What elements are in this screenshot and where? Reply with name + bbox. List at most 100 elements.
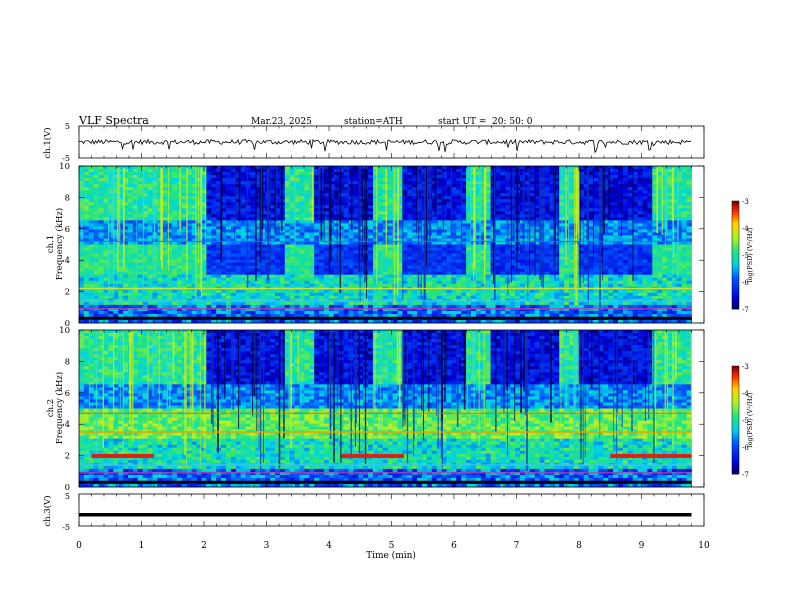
spectrogram-cell [211,175,217,179]
spectrogram-cell [211,268,217,273]
spectrogram-cell [436,187,442,191]
spectrogram-cell [206,241,212,245]
spectrogram-cell [480,199,487,203]
spectrogram-cell [240,259,246,264]
spectrogram-cell [108,181,114,185]
spectrogram-cell [446,304,452,309]
spectrogram-cell [426,304,433,309]
spectrogram-cell [485,190,491,194]
spectrogram-cell [529,280,536,285]
spectrogram-cell [216,307,222,312]
spectrogram-cell [358,313,364,318]
spectrogram-cell [338,220,344,224]
spectrogram-cell [431,202,438,206]
spectrogram-cell [480,190,487,194]
spectrogram-cell [103,175,109,179]
spectrogram-cell [412,172,418,176]
spectrogram-cell [103,229,109,233]
spectrogram-cell [353,250,359,254]
spectrogram-cell [441,259,447,264]
spectrogram-cell [245,178,251,182]
spectrogram-cell [98,208,104,212]
spectrogram-cell [162,250,168,254]
spectrogram-cell [358,274,364,279]
spectrogram-cell [343,247,349,251]
spectrogram-cell [186,241,193,245]
spectrogram-cell [495,283,501,288]
spectrogram-cell [338,289,344,294]
spectrogram-cell [314,259,320,264]
spectrogram-cell [284,193,291,197]
spectrogram-cell [475,202,482,206]
spectrogram-cell [534,190,540,194]
spectrogram-cell [230,199,237,203]
spectrogram-cell [397,214,403,218]
spectrogram-cell [304,211,310,215]
spectrogram-cell [93,196,99,200]
spectrogram-cell [446,205,452,209]
spectrogram-cell [216,214,222,218]
spectrogram-cell [137,187,144,191]
spectrogram-cell [260,247,266,251]
spectrogram-cell [358,301,364,306]
spectrogram-cell [230,277,237,282]
spectrogram-cell [534,253,540,257]
spectrogram-cell [88,217,95,221]
spectrogram-cell [309,310,315,315]
spectrogram-cell [221,217,227,221]
spectrogram-cell [368,253,374,257]
spectrogram-cell [387,253,393,257]
spectrogram-cell [157,211,163,215]
spectrogram-cell [245,223,251,227]
spectrogram-cell [461,274,467,279]
spectrogram-cell [137,202,144,206]
spectrogram-cell [162,172,168,176]
spectrogram-cell [505,166,511,170]
spectrogram-cell [221,301,227,306]
spectrogram-cell [451,274,457,279]
spectrogram-cell [240,175,246,179]
spectrogram-cell [157,223,163,227]
spectrogram-cell [304,295,310,300]
spectrogram-cell [147,277,153,282]
spectrogram-cell [397,277,403,282]
spectrogram-cell [226,313,232,318]
spectrogram-cell [167,319,173,324]
spectrogram-cell [289,301,295,306]
spectrogram-cell [103,211,109,215]
spectrogram-cell [529,229,536,233]
spectrogram-cell [270,178,276,182]
spectrogram-cell [108,187,114,191]
spectrogram-cell [480,253,487,257]
spectrogram-cell [343,175,349,179]
spectrogram-cell [412,256,418,260]
spectrogram-cell [245,274,251,279]
spectrogram-cell [157,172,163,176]
spectrogram-cell [343,211,349,215]
spectrogram-cell [275,256,281,260]
spectrogram-cell [377,301,384,306]
spectrogram-cell [387,169,393,173]
spectrogram-cell [417,259,423,264]
spectrogram-cell [299,271,305,276]
spectrogram-cell [201,202,207,206]
spectrogram-cell [284,223,291,227]
spectrogram-cell [235,232,242,236]
spectrogram-cell [353,229,359,233]
spectrogram-cell [510,262,516,267]
spectrogram-cell [206,280,212,285]
spectrogram-cell [230,166,237,170]
spectrogram-cell [289,208,295,212]
spectrogram-cell [83,184,90,188]
spectrogram-cell [265,289,271,294]
spectrogram-cell [206,289,212,294]
spectrogram-cell [451,196,457,200]
spectrogram-cell [216,253,222,257]
spectrogram-cell [181,166,188,170]
spectrogram-cell [181,292,188,297]
spectrogram-cell [191,271,197,276]
spectrogram-cell [132,259,139,264]
spectrogram-cell [270,253,276,257]
spectrogram-cell [358,280,364,285]
spectrogram-cell [162,229,168,233]
